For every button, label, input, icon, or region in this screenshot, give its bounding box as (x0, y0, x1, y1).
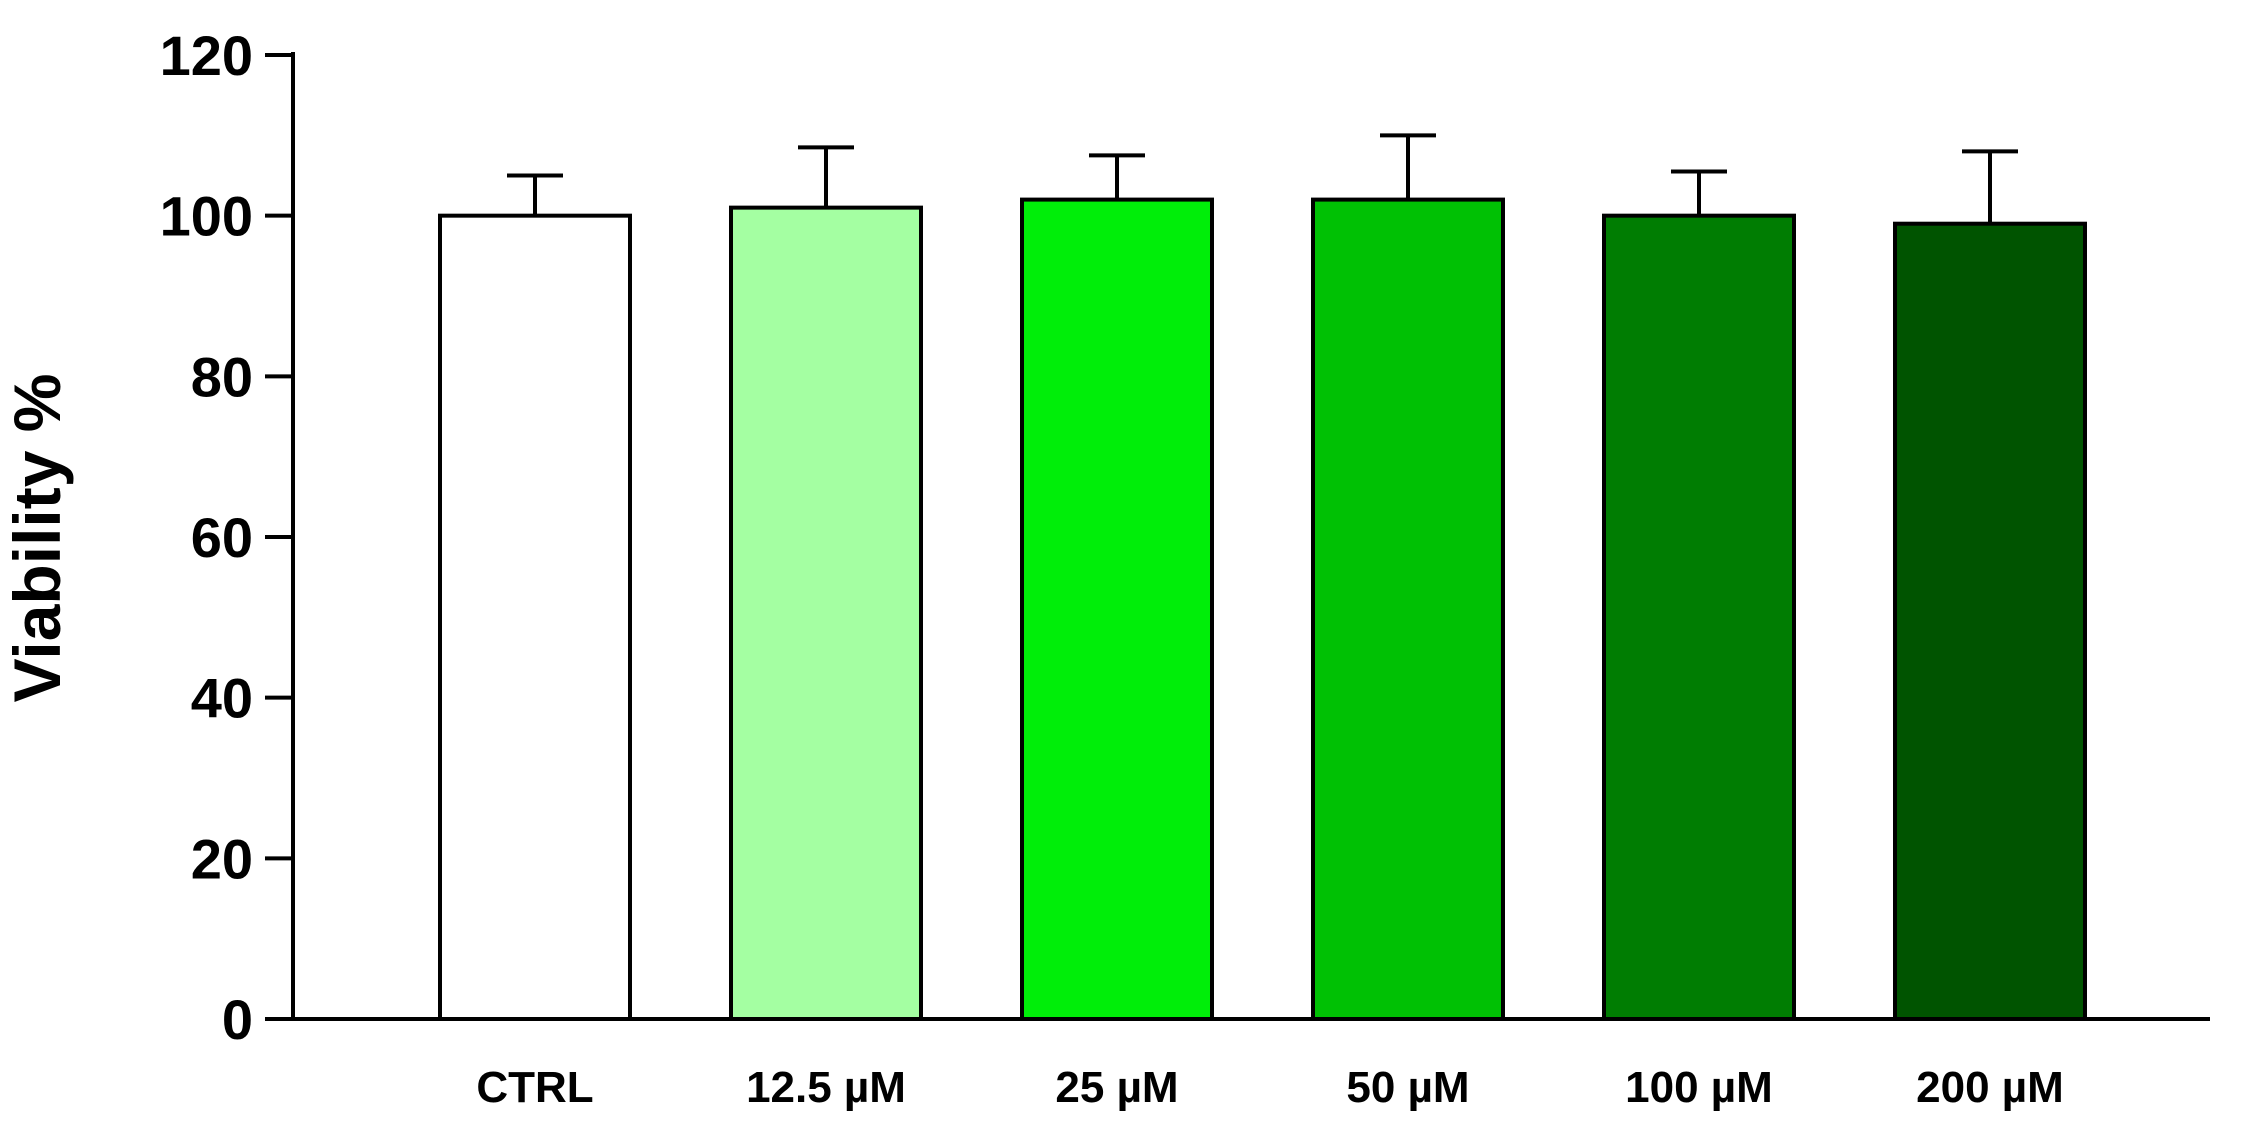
x-category-label: CTRL (476, 1063, 593, 1112)
y-axis: 0 20 40 60 80 100 120 (160, 24, 295, 1051)
bar (1893, 221, 2087, 1021)
y-tick-label: 100 (160, 185, 253, 248)
y-tick-label: 60 (191, 506, 253, 569)
x-category-label: 200 µM (1916, 1063, 2064, 1112)
x-category-label: 25 µM (1055, 1063, 1178, 1112)
bar (1020, 197, 1214, 1022)
x-category-label: 50 µM (1346, 1063, 1469, 1112)
x-category-label: 100 µM (1625, 1063, 1773, 1112)
bars (438, 197, 2087, 1022)
error-bars (507, 133, 2018, 224)
bar (1311, 197, 1505, 1022)
x-axis: CTRL 12.5 µM 25 µM 50 µM 100 µM 200 µM (291, 1017, 2210, 1112)
y-tick-label: 40 (191, 667, 253, 730)
bar (1602, 213, 1796, 1021)
y-tick-label: 80 (191, 345, 253, 408)
bar (438, 213, 632, 1021)
bar (729, 205, 923, 1021)
y-tick-label: 0 (222, 988, 253, 1051)
y-axis-title: Viability % (0, 374, 74, 703)
y-tick-label: 20 (191, 827, 253, 890)
y-tick-label: 120 (160, 24, 253, 87)
x-category-label: 12.5 µM (746, 1063, 906, 1112)
